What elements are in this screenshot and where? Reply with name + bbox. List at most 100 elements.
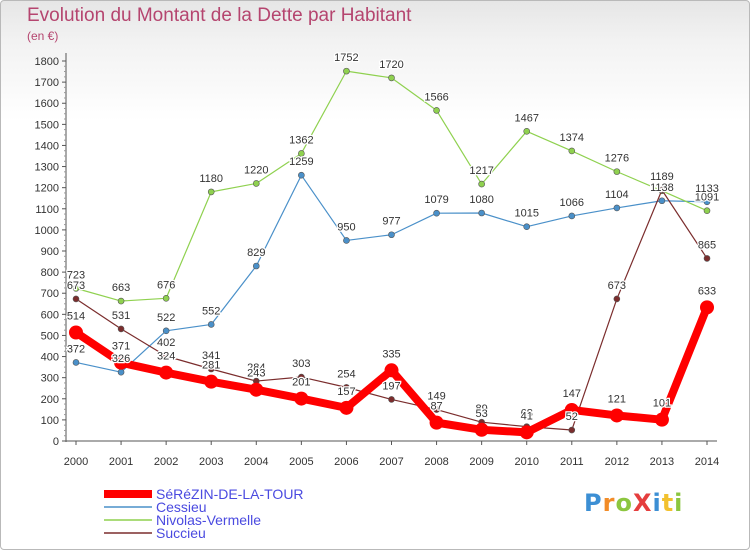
data-label: 1138 bbox=[650, 182, 674, 194]
data-label: 1015 bbox=[514, 208, 538, 220]
y-tick-label: 900 bbox=[41, 246, 59, 258]
y-tick-label: 500 bbox=[41, 330, 59, 342]
data-point bbox=[703, 207, 711, 214]
y-tick-label: 1700 bbox=[35, 77, 59, 89]
proxiti-logo: ProXiti bbox=[584, 489, 683, 517]
data-point bbox=[568, 212, 576, 220]
data-point bbox=[72, 359, 80, 366]
y-tick-label: 1500 bbox=[35, 119, 59, 131]
data-point bbox=[609, 408, 624, 423]
data-point bbox=[343, 384, 350, 391]
data-label: 1259 bbox=[289, 156, 313, 168]
data-label: 552 bbox=[202, 305, 220, 317]
data-label: 121 bbox=[608, 393, 626, 405]
data-label: 1189 bbox=[650, 171, 674, 183]
data-point bbox=[339, 400, 354, 415]
x-tick-label: 2005 bbox=[289, 456, 313, 468]
data-point bbox=[568, 426, 576, 434]
data-point bbox=[384, 363, 399, 378]
data-point bbox=[207, 321, 215, 328]
x-tick-label: 2001 bbox=[109, 456, 133, 468]
data-point bbox=[474, 422, 489, 437]
x-tick-label: 2006 bbox=[334, 456, 358, 468]
data-point bbox=[298, 150, 305, 157]
data-label: 53 bbox=[476, 408, 488, 420]
data-label: 1185 bbox=[650, 172, 674, 184]
data-label: 1091 bbox=[695, 192, 719, 204]
x-tick-label: 2012 bbox=[605, 456, 629, 468]
data-point bbox=[117, 325, 125, 333]
chart-title: Evolution du Montant de la Dette par Hab… bbox=[27, 5, 412, 26]
data-point bbox=[703, 255, 711, 262]
data-point bbox=[700, 300, 714, 315]
legend-label: Nivolas-Vermelle bbox=[156, 512, 261, 528]
y-tick-label: 0 bbox=[53, 436, 59, 448]
data-label: 1080 bbox=[469, 194, 493, 206]
logo-letter: o bbox=[615, 489, 633, 517]
logo-letter: P bbox=[584, 489, 603, 517]
data-label: 723 bbox=[67, 269, 85, 281]
data-point bbox=[433, 406, 440, 413]
data-point bbox=[388, 396, 395, 403]
data-point bbox=[343, 237, 350, 244]
data-point bbox=[613, 204, 621, 212]
data-label: 514 bbox=[67, 310, 85, 322]
data-label: 1180 bbox=[199, 173, 223, 185]
data-point bbox=[298, 373, 305, 381]
data-label: 101 bbox=[653, 398, 671, 410]
data-point bbox=[207, 365, 215, 373]
data-label: 950 bbox=[337, 221, 355, 233]
data-label: 341 bbox=[202, 350, 220, 362]
data-label: 829 bbox=[247, 247, 265, 259]
data-label: 1220 bbox=[244, 164, 268, 176]
data-label: 284 bbox=[247, 362, 265, 374]
data-point bbox=[433, 107, 440, 114]
data-label: 1104 bbox=[605, 189, 629, 201]
x-tick-label: 2002 bbox=[154, 456, 178, 468]
data-point bbox=[249, 382, 264, 397]
x-tick-label: 2014 bbox=[695, 456, 719, 468]
data-label: 371 bbox=[112, 341, 130, 353]
logo-letter: i bbox=[652, 489, 662, 517]
x-tick-label: 2004 bbox=[244, 456, 268, 468]
data-label: 41 bbox=[521, 410, 533, 422]
x-tick-label: 2008 bbox=[424, 456, 448, 468]
data-label: 68 bbox=[521, 408, 533, 420]
data-label: 157 bbox=[337, 386, 355, 398]
y-tick-label: 1100 bbox=[35, 204, 59, 216]
y-tick-label: 400 bbox=[41, 352, 59, 364]
data-point bbox=[564, 402, 579, 417]
data-label: 87 bbox=[430, 401, 442, 413]
data-label: 1467 bbox=[514, 112, 538, 124]
x-tick-label: 2003 bbox=[199, 456, 223, 468]
data-point bbox=[159, 365, 174, 380]
data-point bbox=[162, 352, 170, 360]
data-label: 522 bbox=[157, 312, 175, 324]
data-point bbox=[343, 67, 350, 75]
data-point bbox=[429, 415, 444, 430]
data-point bbox=[72, 295, 80, 303]
y-tick-label: 1600 bbox=[35, 98, 59, 110]
data-label: 1720 bbox=[379, 59, 403, 71]
x-tick-label: 2007 bbox=[379, 456, 403, 468]
data-point bbox=[388, 231, 395, 239]
data-point bbox=[523, 223, 531, 231]
data-point bbox=[162, 294, 170, 302]
data-label: 52 bbox=[566, 411, 578, 423]
data-label: 531 bbox=[112, 310, 130, 322]
data-label: 1752 bbox=[334, 52, 358, 64]
data-label: 201 bbox=[292, 377, 310, 389]
x-tick-label: 2009 bbox=[469, 456, 493, 468]
data-point bbox=[568, 147, 576, 155]
data-label: 402 bbox=[157, 337, 175, 349]
data-point bbox=[388, 74, 395, 82]
y-tick-label: 1000 bbox=[35, 225, 59, 237]
data-point bbox=[298, 171, 305, 179]
data-label: 1066 bbox=[560, 197, 584, 209]
data-label: 673 bbox=[608, 280, 626, 292]
data-point bbox=[72, 285, 80, 292]
data-point bbox=[478, 209, 485, 217]
logo-letter: i bbox=[674, 489, 684, 517]
y-tick-label: 1800 bbox=[35, 56, 59, 68]
y-tick-label: 1400 bbox=[35, 140, 59, 152]
